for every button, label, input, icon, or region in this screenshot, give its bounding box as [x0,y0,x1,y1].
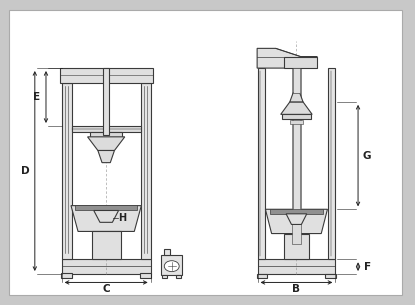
Bar [140,273,151,278]
Text: E: E [33,92,40,102]
Text: G: G [363,151,371,161]
Text: H: H [119,213,127,223]
Text: F: F [364,262,371,272]
Polygon shape [281,102,312,114]
Bar [72,126,141,132]
Bar [284,56,317,68]
Bar [62,259,151,274]
Polygon shape [257,48,317,68]
Polygon shape [266,209,327,234]
Polygon shape [88,137,125,150]
Bar [293,119,300,209]
Bar [257,274,268,278]
Polygon shape [98,150,115,163]
Bar [62,83,72,259]
Bar [258,68,265,259]
Bar [103,68,109,135]
Bar [60,68,153,83]
Bar [141,83,151,259]
Bar [161,255,183,275]
Bar [92,231,121,259]
Bar [325,274,336,278]
Bar [90,132,122,137]
Bar [284,234,309,259]
Bar [164,249,170,255]
Text: B: B [293,284,300,294]
Bar [328,68,335,259]
Polygon shape [71,206,142,231]
Bar [293,68,300,93]
Bar [292,68,300,244]
Bar [269,209,323,214]
Polygon shape [286,214,307,224]
Bar [282,114,311,119]
Polygon shape [290,93,303,102]
Bar [162,275,167,278]
Bar [290,120,303,124]
Polygon shape [94,210,119,222]
Bar [75,205,137,210]
Text: D: D [22,166,30,176]
Text: C: C [103,284,110,294]
Bar [61,273,73,278]
Bar [176,275,181,278]
Bar [258,259,335,274]
Circle shape [164,261,179,272]
